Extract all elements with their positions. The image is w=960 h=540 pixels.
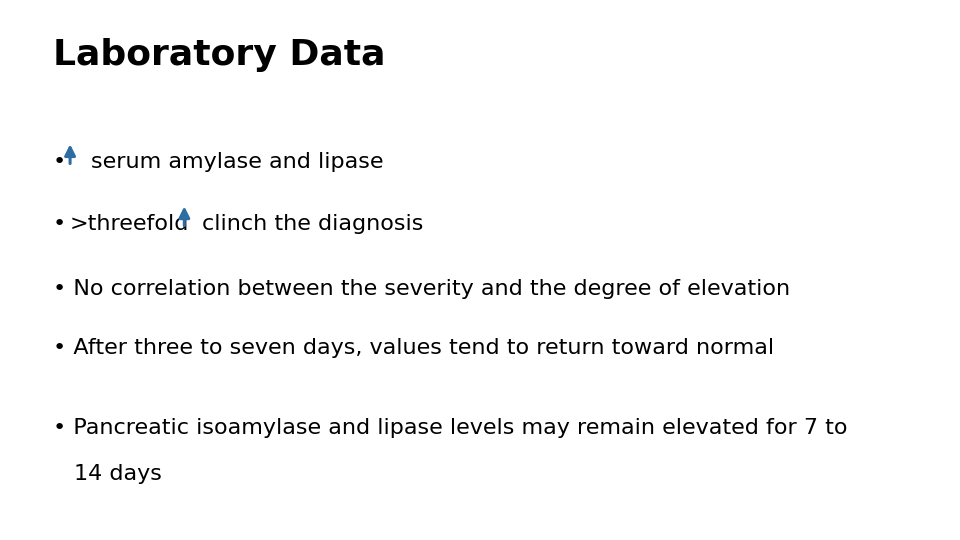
Text: •: •: [53, 152, 66, 172]
Text: Laboratory Data: Laboratory Data: [53, 38, 385, 72]
Text: • No correlation between the severity and the degree of elevation: • No correlation between the severity an…: [53, 279, 790, 299]
Text: • Pancreatic isoamylase and lipase levels may remain elevated for 7 to: • Pancreatic isoamylase and lipase level…: [53, 418, 848, 438]
Text: • After three to seven days, values tend to return toward normal: • After three to seven days, values tend…: [53, 338, 774, 359]
Text: •: •: [53, 214, 66, 234]
Text: clinch the diagnosis: clinch the diagnosis: [202, 214, 423, 234]
Text: >threefold: >threefold: [70, 214, 189, 234]
Text: serum amylase and lipase: serum amylase and lipase: [91, 152, 384, 172]
Text: 14 days: 14 days: [74, 464, 162, 484]
